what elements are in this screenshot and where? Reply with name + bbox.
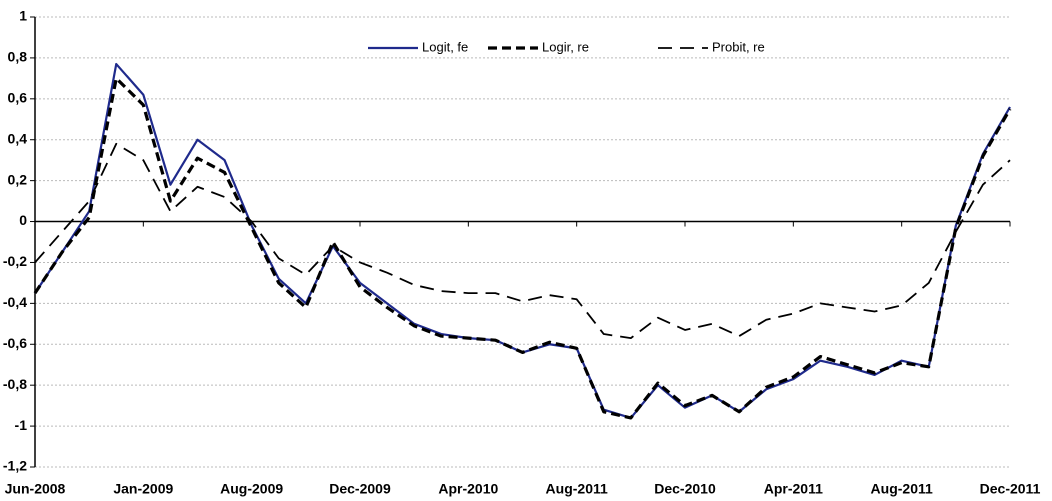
series-line xyxy=(34,142,1011,340)
y-tick-label: -1 xyxy=(15,417,28,433)
y-tick-label: 0,8 xyxy=(8,49,28,65)
y-tick-label: -0,4 xyxy=(3,294,27,310)
y-tick-label: -0,6 xyxy=(3,335,27,351)
y-tick-label: -0,8 xyxy=(3,376,27,392)
y-tick-label: -1,2 xyxy=(3,458,27,474)
legend-label: Probit, re xyxy=(712,39,765,54)
x-tick-label: Dec-2011 xyxy=(980,481,1041,497)
x-tick-label: Apr-2010 xyxy=(438,481,498,497)
x-tick-label: Aug-2011 xyxy=(871,481,933,497)
y-tick-label: 0,6 xyxy=(8,90,28,106)
x-tick-label: Jan-2009 xyxy=(113,481,173,497)
x-tick-label: Apr-2011 xyxy=(764,481,823,497)
x-tick-label: Aug-2011 xyxy=(546,481,608,497)
x-tick-label: Jun-2008 xyxy=(5,481,66,497)
legend-label: Logit, fe xyxy=(422,39,468,54)
y-tick-label: 0 xyxy=(19,212,27,228)
series-line xyxy=(34,62,1011,420)
x-tick-label: Dec-2009 xyxy=(329,481,391,497)
y-tick-label: -0,2 xyxy=(3,253,27,269)
legend-label: Logir, re xyxy=(542,39,589,54)
y-tick-label: 0,2 xyxy=(8,171,28,187)
series-line xyxy=(33,76,1012,420)
y-tick-label: 1 xyxy=(19,8,27,24)
x-tick-label: Dec-2010 xyxy=(654,481,716,497)
x-tick-label: Aug-2009 xyxy=(220,481,283,497)
y-tick-label: 0,4 xyxy=(8,130,28,146)
